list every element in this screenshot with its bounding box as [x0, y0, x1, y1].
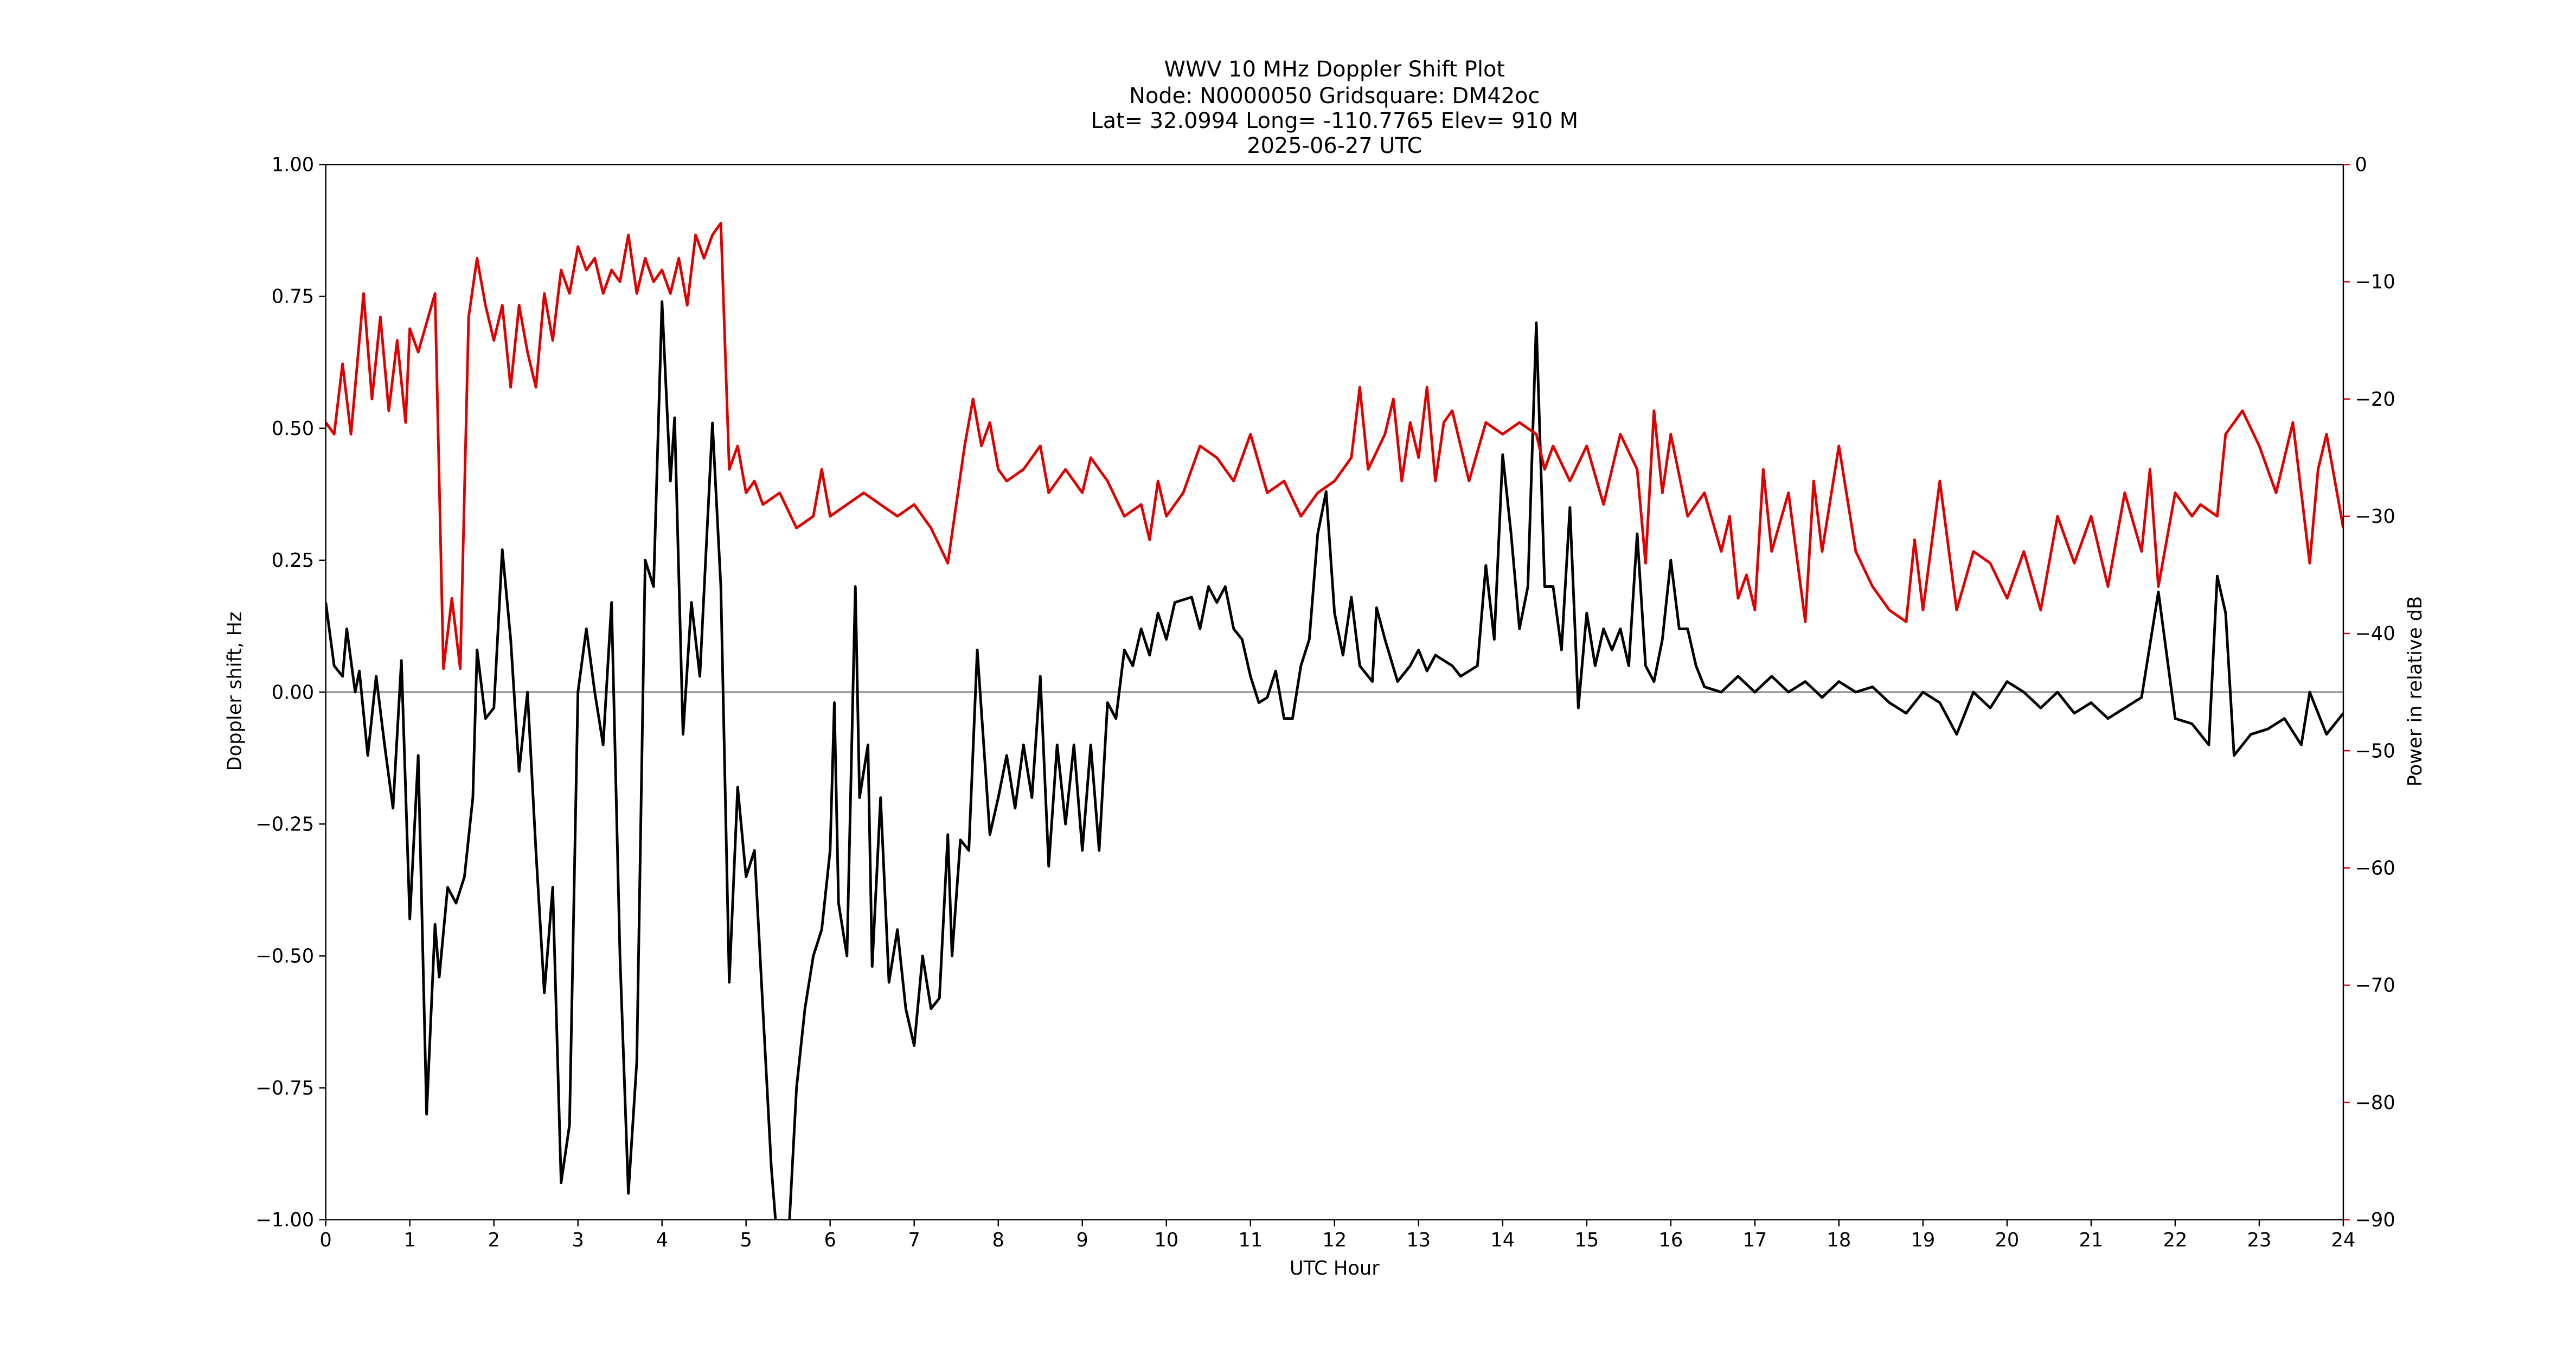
y-tick-label: 0.00 [272, 681, 314, 703]
title-line: Lat= 32.0994 Long= -110.7765 Elev= 910 M [1091, 108, 1579, 133]
x-tick-label: 12 [1322, 1229, 1347, 1251]
x-tick-label: 17 [1742, 1229, 1767, 1251]
y2-tick-label: −10 [2355, 271, 2395, 293]
x-tick-label: 1 [403, 1229, 415, 1251]
y2-tick-label: −80 [2355, 1092, 2395, 1114]
x-tick-label: 16 [1658, 1229, 1683, 1251]
title-line: 2025-06-27 UTC [1247, 133, 1422, 158]
x-tick-label: 19 [1911, 1229, 1935, 1251]
y-tick-label: 0.25 [272, 549, 314, 572]
plot-frame [325, 164, 2344, 1220]
y-tick-label: 0.50 [272, 418, 314, 440]
x-tick-label: 5 [740, 1229, 752, 1251]
y-tick-label: 0.75 [272, 286, 314, 308]
x-tick-label: 14 [1490, 1229, 1515, 1251]
x-tick-label: 3 [572, 1229, 584, 1251]
x-tick-label: 9 [1076, 1229, 1088, 1251]
y2-tick-label: −20 [2355, 388, 2395, 411]
y2-axis-label: Power in relative dB [2404, 596, 2426, 787]
x-tick-label: 18 [1827, 1229, 1851, 1251]
y-tick-label: 1.00 [272, 154, 314, 176]
y2-tick-label: 0 [2355, 154, 2367, 176]
x-axis-label: UTC Hour [1290, 1257, 1380, 1280]
y2-tick-label: −40 [2355, 623, 2395, 645]
x-tick-label: 13 [1406, 1229, 1431, 1251]
y-tick-label: −1.00 [255, 1209, 314, 1231]
data-line [325, 221, 2343, 670]
y-tick-label: −0.75 [255, 1077, 314, 1099]
y2-tick-label: −90 [2355, 1209, 2395, 1231]
x-tick-label: 21 [2079, 1229, 2104, 1251]
x-tick-label: 4 [656, 1229, 668, 1251]
x-tick-label: 6 [824, 1229, 836, 1251]
data-line [325, 300, 2343, 1220]
y2-tick-label: −60 [2355, 858, 2395, 880]
title-line: Node: N0000050 Gridsquare: DM42oc [1129, 84, 1540, 108]
x-tick-label: 15 [1574, 1229, 1599, 1251]
y-axis-label: Doppler shift, Hz [223, 612, 246, 771]
y-tick-label: −0.50 [255, 945, 314, 968]
y2-tick-label: −30 [2355, 506, 2395, 528]
y-tick-label: −0.25 [255, 813, 314, 835]
y2-tick-label: −70 [2355, 975, 2395, 997]
x-tick-label: 20 [1995, 1229, 2019, 1251]
x-tick-label: 22 [2163, 1229, 2188, 1251]
x-tick-label: 23 [2247, 1229, 2272, 1251]
x-tick-label: 24 [2331, 1229, 2356, 1251]
x-tick-label: 11 [1238, 1229, 1263, 1251]
x-tick-label: 10 [1154, 1229, 1178, 1251]
y2-tick-label: −50 [2355, 740, 2395, 762]
x-tick-label: 0 [319, 1229, 331, 1251]
x-tick-label: 7 [908, 1229, 920, 1251]
x-tick-label: 2 [488, 1229, 499, 1251]
x-tick-label: 8 [992, 1229, 1004, 1251]
title-line: WWV 10 MHz Doppler Shift Plot [1164, 57, 1505, 82]
